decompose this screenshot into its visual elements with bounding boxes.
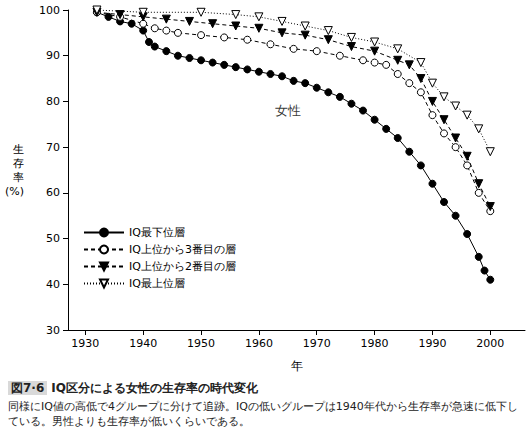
svg-text:女性: 女性: [275, 103, 301, 118]
svg-text:1940: 1940: [129, 337, 157, 350]
svg-text:1980: 1980: [361, 337, 389, 350]
svg-text:2000: 2000: [476, 337, 504, 350]
svg-text:1970: 1970: [303, 337, 331, 350]
svg-text:IQ最下位層: IQ最下位層: [129, 226, 185, 239]
svg-text:生: 生: [13, 143, 24, 156]
svg-text:年: 年: [291, 359, 303, 373]
svg-text:存: 存: [13, 157, 24, 170]
svg-text:30: 30: [46, 324, 60, 337]
svg-text:50: 50: [46, 232, 60, 245]
svg-text:90: 90: [46, 49, 60, 62]
svg-text:1960: 1960: [245, 337, 273, 350]
svg-text:100: 100: [39, 4, 60, 17]
svg-text:80: 80: [46, 95, 60, 108]
html-text:同様にIQ値の高低で4グループに分けて追跡。IQの低いグルー: 同様にIQ値の高低で4グループに分けて追跡。IQの低いグループは1940年代から…: [8, 400, 518, 428]
svg-text:40: 40: [46, 278, 60, 291]
html-text:IQ区分による女性の生存率の時代変化: IQ区分による女性の生存率の時代変化: [51, 381, 258, 395]
svg-text:1930: 1930: [71, 337, 99, 350]
svg-text:70: 70: [46, 141, 60, 154]
svg-text:率: 率: [13, 171, 24, 184]
html-text:図7·6: 図7·6: [11, 381, 45, 395]
svg-text:IQ最上位層: IQ最上位層: [129, 277, 185, 290]
svg-text:IQ上位から3番目の層: IQ上位から3番目の層: [129, 243, 236, 256]
svg-text:IQ上位から2番目の層: IQ上位から2番目の層: [129, 260, 236, 273]
svg-text:60: 60: [46, 186, 60, 199]
svg-text:1990: 1990: [418, 337, 446, 350]
svg-text:(%): (%): [5, 185, 24, 198]
svg-text:1950: 1950: [187, 337, 215, 350]
